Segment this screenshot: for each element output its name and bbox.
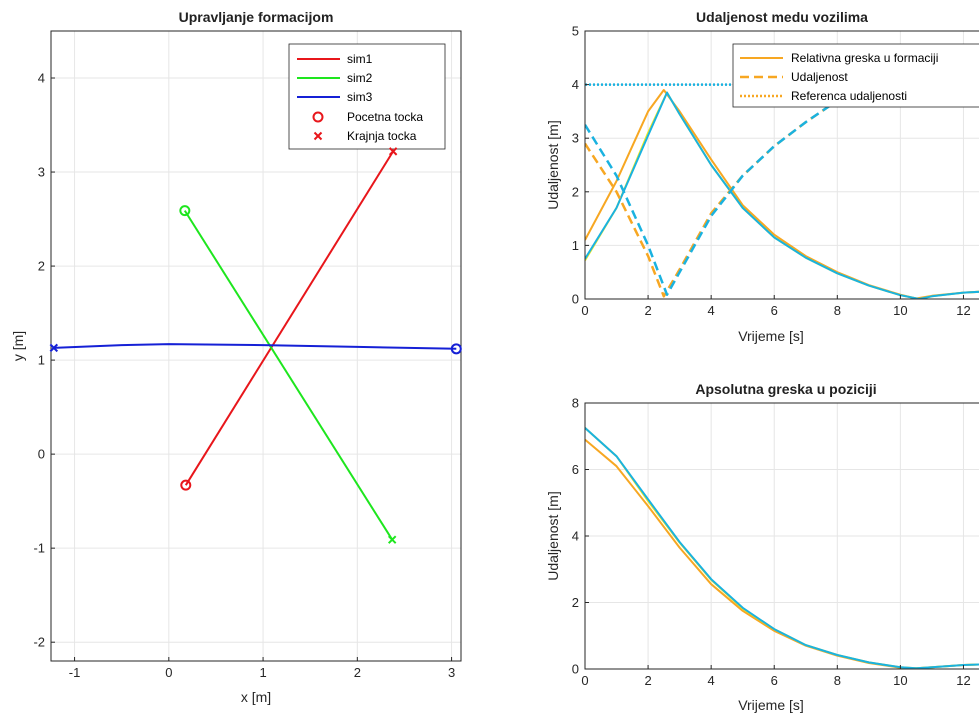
abs_error-series-solid-2-line xyxy=(585,427,979,669)
abs_error-xtick-label: 4 xyxy=(708,673,715,688)
abs_error-ytick-label: 4 xyxy=(572,529,579,544)
distance-plot-frame xyxy=(584,30,979,300)
distance-ytick-label: 5 xyxy=(572,24,579,39)
start-point-marker xyxy=(180,479,192,491)
end-point-marker xyxy=(49,343,59,353)
formation-xtick-label: 3 xyxy=(448,665,455,680)
formation-plot: -1 0 1 2 3 -2 -1 0 1 2 3 4 Upravljanje formacijom x… xyxy=(10,9,462,705)
distance-xtick-label: 6 xyxy=(771,303,778,318)
start-point-marker xyxy=(450,343,462,355)
end-point-marker xyxy=(388,147,398,156)
legend-end-marker-icon xyxy=(313,131,323,141)
abs_error-xtick-label: 8 xyxy=(834,673,841,688)
legend-start-label: Pocetna tocka xyxy=(347,110,423,124)
abs-error-plot: 0 2 4 6 8 10 12 0 2 4 6 8 Apsolutna greska u pozici… xyxy=(545,381,979,713)
formation-series-sim1-line xyxy=(184,150,394,486)
distance-xtick-label: 8 xyxy=(834,303,841,318)
abs-error-plot-ylabel: Udaljenost [m] xyxy=(545,491,561,580)
legend-sim3-label: sim3 xyxy=(347,90,373,104)
abs-error-plot-title: Apsolutna greska u poziciji xyxy=(695,381,876,397)
formation-xtick-label: 2 xyxy=(354,665,361,680)
formation-xtick-label: 0 xyxy=(165,665,172,680)
distance-plot-title: Udaljenost medu vozilima xyxy=(696,9,868,25)
legend-end-label: Krajnja tocka xyxy=(347,129,417,143)
abs_error-xtick-label: 12 xyxy=(956,673,970,688)
formation-plot-title: Upravljanje formacijom xyxy=(179,9,334,25)
formation-series-sim2-line xyxy=(183,210,394,541)
distance-ytick-label: 4 xyxy=(572,77,579,92)
distance-plot-ylabel: Udaljenost [m] xyxy=(545,120,561,209)
distance-xtick-label: 0 xyxy=(581,303,588,318)
distance-xtick-label: 4 xyxy=(708,303,715,318)
abs_error-xtick-label: 10 xyxy=(893,673,907,688)
distance-xtick-label: 10 xyxy=(893,303,907,318)
formation-xtick-label: -1 xyxy=(69,665,81,680)
formation-plot-ylabel: y [m] xyxy=(10,331,26,361)
abs_error-xtick-label: 2 xyxy=(644,673,651,688)
abs_error-xtick-label: 0 xyxy=(581,673,588,688)
abs_error-ytick-label: 6 xyxy=(572,462,579,477)
distance-ytick-label: 1 xyxy=(572,238,579,253)
abs-error-plot-xlabel: Vrijeme [s] xyxy=(738,697,804,713)
legend-reference-label: Referenca udaljenosti xyxy=(791,89,907,103)
legend-sim1-label: sim1 xyxy=(347,52,373,66)
distance-legend: Relativna greska u formaciji Udaljenost … xyxy=(732,43,979,108)
distance-series-dashed-4-line xyxy=(585,83,858,296)
formation-ytick-label: 1 xyxy=(38,353,45,368)
end-point-marker xyxy=(387,535,397,544)
legend-start-marker-icon xyxy=(312,111,324,123)
formation-ytick-label: -1 xyxy=(33,541,45,556)
distance-ytick-label: 2 xyxy=(572,184,579,199)
formation-ytick-label: 3 xyxy=(38,165,45,180)
formation-ytick-label: 0 xyxy=(38,447,45,462)
formation-ytick-label: 2 xyxy=(38,259,45,274)
formation-series-sim3-line xyxy=(53,343,457,350)
abs_error-ytick-label: 2 xyxy=(572,595,579,610)
legend-sim2-label: sim2 xyxy=(347,71,373,85)
start-point-marker xyxy=(179,205,191,217)
distance-xtick-label: 2 xyxy=(644,303,651,318)
formation-ytick-label: 4 xyxy=(38,71,45,86)
distance-series-solid-2-line xyxy=(585,91,979,299)
formation-xtick-label: 1 xyxy=(259,665,266,680)
distance-ytick-label: 0 xyxy=(572,292,579,307)
formation-ytick-label: -2 xyxy=(33,635,45,650)
distance-plot-xlabel: Vrijeme [s] xyxy=(738,328,804,344)
formation-legend: sim1 sim2 sim3 Pocetna tocka Krajnja toc… xyxy=(288,43,446,150)
legend-distance-label: Udaljenost xyxy=(791,70,848,84)
formation-plot-xlabel: x [m] xyxy=(241,689,271,705)
legend-relative-error-label: Relativna greska u formaciji xyxy=(791,51,938,65)
abs_error-ytick-label: 0 xyxy=(572,662,579,677)
distance-ytick-label: 3 xyxy=(572,131,579,146)
abs_error-ytick-label: 8 xyxy=(572,396,579,411)
distance-xtick-label: 12 xyxy=(956,303,970,318)
abs_error-xtick-label: 6 xyxy=(771,673,778,688)
